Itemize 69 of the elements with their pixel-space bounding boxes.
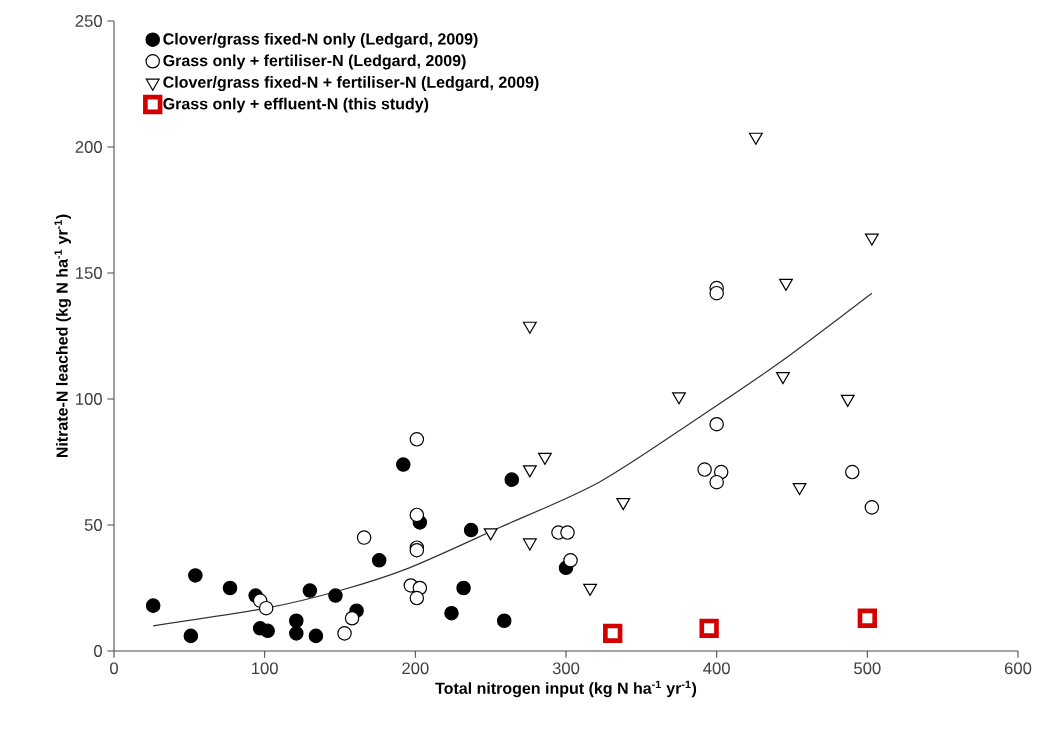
- point: [444, 605, 459, 621]
- x-tick-label: 100: [252, 662, 278, 675]
- point: [337, 626, 352, 641]
- point: [409, 507, 425, 523]
- point: [483, 528, 498, 541]
- point: [222, 580, 238, 596]
- point: [496, 613, 512, 629]
- point: [779, 278, 793, 292]
- point: [260, 623, 275, 639]
- point: [258, 600, 274, 616]
- point: [709, 285, 724, 301]
- point: [776, 372, 790, 385]
- x-axis-title: Total nitrogen input (kg N ha$^{-1}$ yr$^{-1}$): [435, 680, 697, 698]
- legend-label: Grass only + fertiliser-N (Ledgard, 2009): [163, 54, 466, 70]
- line-series: [152, 292, 873, 627]
- point: [522, 538, 537, 551]
- point: [396, 457, 411, 472]
- legend-label: Clover/grass fixed-N only (Ledgard, 2009): [163, 32, 478, 48]
- point: [864, 233, 879, 246]
- point: [845, 464, 860, 480]
- y-tick-label: 200: [75, 141, 102, 153]
- point: [537, 452, 552, 465]
- point: [699, 618, 719, 638]
- point: [308, 628, 324, 644]
- point: [522, 465, 537, 478]
- point: [356, 530, 372, 545]
- point: [864, 500, 880, 515]
- y-tick-label: 50: [84, 519, 102, 531]
- point: [504, 472, 520, 487]
- point: [456, 580, 471, 596]
- point: [302, 583, 318, 598]
- point: [697, 462, 712, 477]
- point: [409, 590, 425, 606]
- point: [145, 598, 161, 613]
- y-tick-label: 150: [76, 267, 102, 279]
- x-tick-label: 500: [854, 662, 881, 675]
- point: [857, 608, 878, 628]
- point: [183, 628, 199, 644]
- point: [371, 553, 387, 568]
- x-tick-label: 400: [703, 662, 730, 675]
- point: [672, 392, 686, 405]
- y-axis-title: Nitrate-N leached (kg N ha$^{-1}$ yr$^{-1}$): [54, 214, 71, 458]
- point: [792, 482, 807, 496]
- point: [560, 525, 575, 540]
- point: [563, 553, 578, 568]
- point: [840, 394, 855, 407]
- y-tick-label: 0: [94, 645, 102, 657]
- point: [709, 416, 724, 432]
- legend-label: Grass only + effluent-N (this study): [163, 97, 429, 113]
- point: [344, 610, 360, 626]
- point: [289, 613, 304, 629]
- point: [188, 568, 203, 583]
- point: [522, 321, 537, 334]
- x-tick-label: 600: [1004, 662, 1032, 675]
- point: [409, 432, 425, 447]
- point: [463, 522, 479, 538]
- x-tick-label: 300: [552, 662, 580, 675]
- point: [583, 583, 598, 596]
- point: [328, 588, 343, 603]
- point: [748, 132, 763, 145]
- point: [289, 626, 304, 641]
- y-tick-label: 100: [76, 393, 102, 405]
- y-tick-label: 250: [75, 15, 102, 27]
- point: [603, 623, 623, 644]
- point: [709, 474, 724, 490]
- legend-label: Clover/grass fixed-N + fertiliser-N (Ledgard, 2009): [163, 76, 539, 92]
- x-tick-label: 0: [110, 662, 118, 675]
- point: [616, 498, 631, 511]
- x-tick-label: 200: [402, 662, 429, 675]
